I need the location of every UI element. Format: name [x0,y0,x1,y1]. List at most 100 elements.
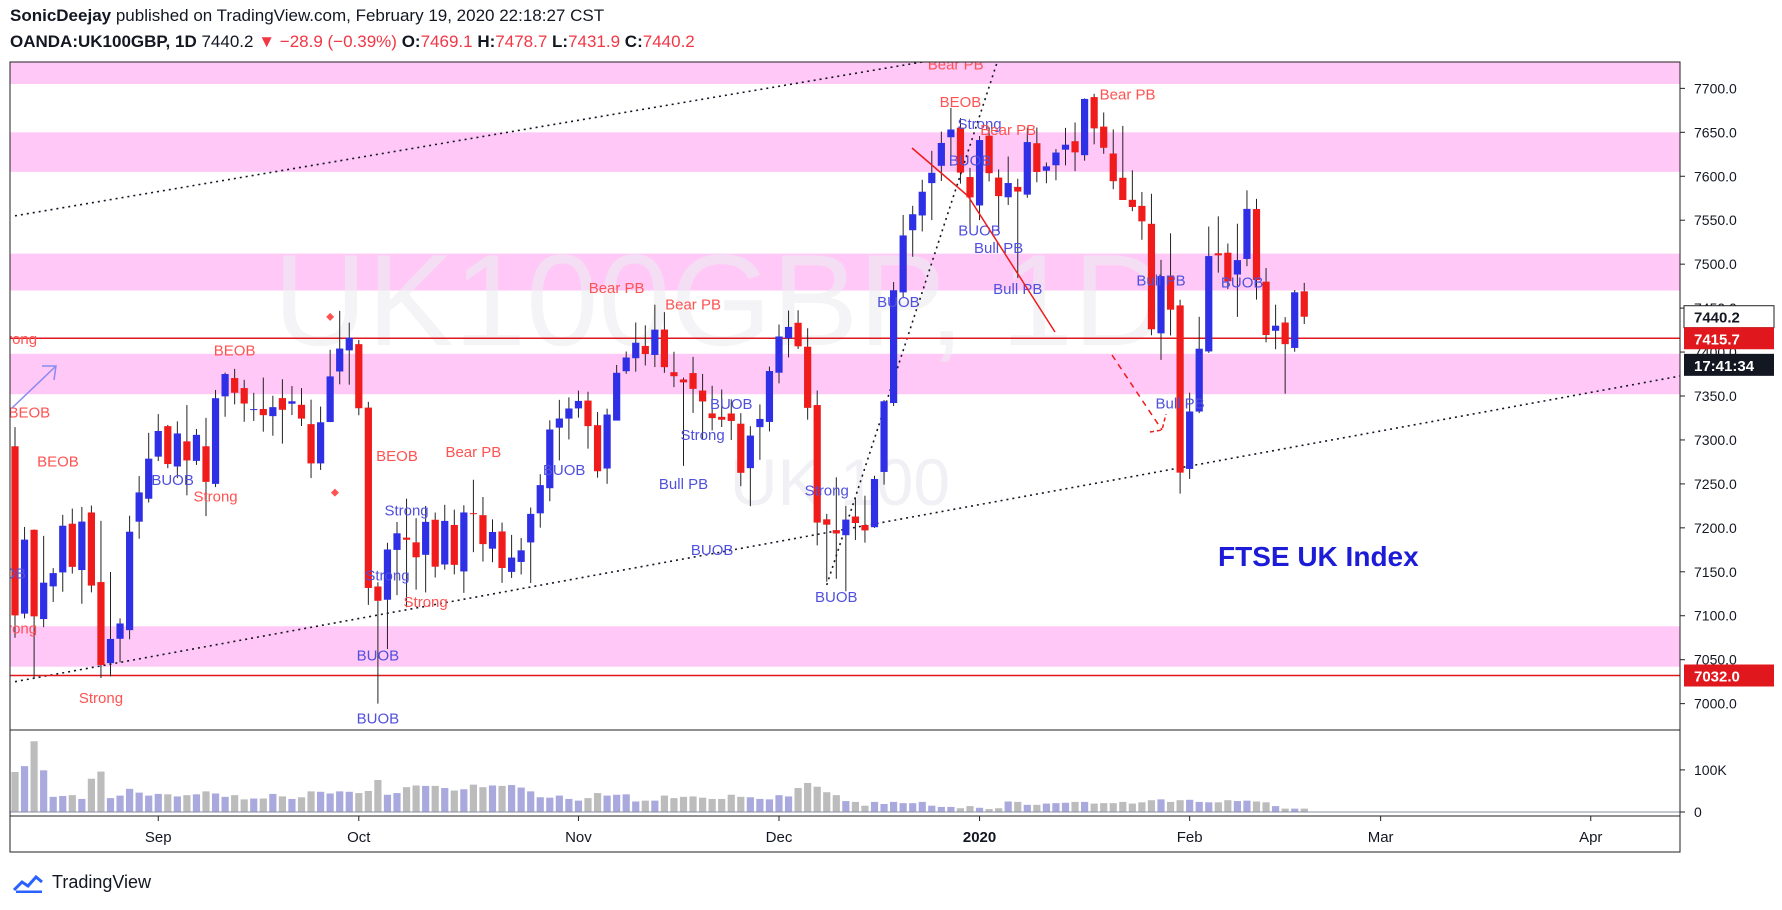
candle-body [1224,252,1232,282]
candle-body [1166,275,1175,310]
candle-body [1205,256,1213,352]
projection-arrow[interactable] [1111,354,1163,431]
drawing-layer[interactable] [11,147,1167,433]
candle-body [1052,152,1060,166]
candle-body [947,129,955,138]
downtrend-line[interactable] [911,147,1056,333]
candle-body [135,492,143,522]
volume-bar [164,794,172,812]
time-tick-label: Mar [1368,829,1394,846]
signal-diamond-icon [326,312,335,321]
volume-bar [1233,801,1241,812]
tradingview-logo[interactable]: TradingView [12,872,151,893]
signal-label: Strong [0,620,37,637]
candle-body [106,638,115,664]
candle-body [651,329,659,355]
candle-body [59,525,67,573]
signal-label: BEOB [37,453,79,470]
signal-label: BUOB [958,223,1001,240]
candle-body [1042,166,1050,171]
candle-body [1272,325,1280,331]
volume-bar [1186,799,1194,812]
tradingview-cloud-icon [12,874,43,893]
candle-body [670,372,678,377]
author-name[interactable]: SonicDeejay [10,6,112,25]
candle-body [469,513,477,515]
last-price: 7440.2 [201,32,254,51]
volume-bar [106,798,115,812]
volume-bar [966,806,974,812]
candle-body [250,409,258,411]
candle-body [632,342,640,359]
signal-label: Bull PB [659,476,708,493]
candle-body [202,446,210,482]
candle-body [116,623,124,639]
up-arrow-head [42,365,57,381]
volume-bar [1004,801,1012,812]
volume-bar [1014,801,1022,812]
candle-body [956,127,965,173]
publish-line: SonicDeejay published on TradingView.com… [10,6,604,26]
candle-body [613,372,621,421]
price-tick-label: 7200.0 [1694,520,1737,536]
candle-body [784,326,793,339]
volume-bar [49,796,57,812]
candle-body [1128,199,1136,208]
volume-bar [699,797,707,812]
candle-body [823,519,831,525]
low-label: L: [552,32,569,51]
volume-bar [240,799,248,812]
volume-bar [374,780,382,812]
time-axis[interactable]: SepOctNovDec2020FebMarAprMay [145,816,1782,846]
signal-label: Strong [193,488,237,505]
candle-body [288,401,296,404]
index-annotation[interactable]: FTSE UK Index [1218,541,1419,572]
candle-body [20,539,29,614]
signal-label: Bull PB [974,240,1023,257]
up-arrow-icon [11,365,57,409]
signal-label: Bear PB [980,122,1036,139]
volume-bar [718,798,726,812]
volume-bar [364,790,372,812]
signal-label: BUOB [949,153,992,170]
volume-bar [593,793,602,812]
volume-bar [202,791,210,812]
price-tick-label: 7300.0 [1694,432,1737,448]
volume-bar [708,798,716,812]
level-layer[interactable] [10,337,1680,677]
projection-arrow-head [1149,413,1167,433]
supply-demand-zone [10,353,1680,395]
price-label-box [1684,327,1774,350]
candle-body [30,529,38,617]
candle-body [593,425,602,472]
volume-bar [135,792,143,812]
volume-bar [1100,803,1108,812]
candle-body [737,423,745,473]
candle-body [880,401,888,472]
open-value: 7469.1 [420,32,473,51]
supply-demand-zone [10,626,1680,667]
volume-bar [870,801,879,812]
volume-bar [173,796,181,812]
candle-body [488,531,497,549]
candle-body [164,426,172,465]
volume-bar [1205,802,1213,812]
time-tick-label: Oct [347,829,371,846]
candle-body [832,530,840,534]
price-label-text: 7415.7 [1694,331,1740,348]
publish-info: published on TradingView.com, February 1… [115,6,605,25]
candle-body [517,550,525,562]
volume-bar [527,791,535,812]
signal-label: BUOB [877,294,920,311]
volume-bar [622,794,630,812]
volume-bar [937,806,945,812]
signal-label: BEOB [376,448,418,465]
price-axis[interactable]: 7000.0 7050.0 7100.0 7150.0 7200.0 7250.0 7300… [1680,80,1737,712]
volume-bar [995,808,1003,812]
candle-body [1061,144,1070,150]
volume-bar [250,798,258,812]
volume-bar [555,795,563,812]
candle-body [603,414,611,469]
candle-body [97,582,105,665]
